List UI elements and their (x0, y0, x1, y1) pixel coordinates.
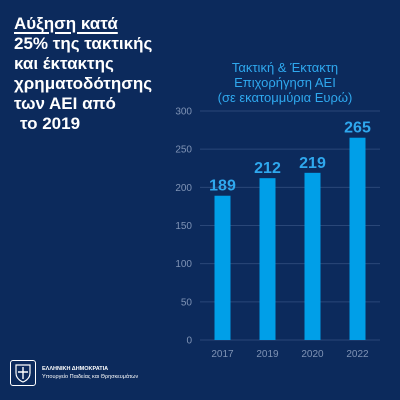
data-label: 212 (254, 160, 281, 177)
footer: ΕΛΛΗΝΙΚΗ ΔΗΜΟΚΡΑΤΙΑ Υπουργείο Παιδείας κ… (10, 358, 138, 388)
footer-text: ΕΛΛΗΝΙΚΗ ΔΗΜΟΚΡΑΤΙΑ Υπουργείο Παιδείας κ… (42, 365, 138, 381)
headline: Αύξηση κατά 25% της τακτικής και έκτακτη… (14, 14, 164, 134)
footer-org: ΕΛΛΗΝΙΚΗ ΔΗΜΟΚΡΑΤΙΑ (42, 366, 109, 372)
headline-line: 25% της τακτικής (14, 34, 153, 53)
y-tick-label: 150 (175, 221, 192, 232)
headline-line: Αύξηση κατά (14, 14, 118, 33)
y-tick-label: 200 (175, 183, 192, 194)
chart-title-line: Επιχορήγηση ΑΕΙ (234, 75, 336, 90)
headline-line: και έκτακτης (14, 54, 114, 73)
headline-line: το 2019 (20, 114, 81, 133)
footer-ministry: Υπουργείο Παιδείας και Θρησκευμάτων (42, 374, 139, 380)
x-tick-label: 2022 (346, 349, 369, 360)
data-label: 189 (209, 178, 236, 195)
y-tick-label: 300 (175, 107, 192, 118)
x-tick-label: 2017 (211, 349, 234, 360)
headline-line: των ΑΕΙ από (14, 94, 116, 113)
x-tick-label: 2020 (301, 349, 324, 360)
y-tick-label: 100 (175, 259, 192, 270)
bar (304, 172, 321, 340)
bar (259, 178, 276, 340)
bar (349, 137, 366, 340)
data-label: 219 (299, 155, 326, 172)
y-tick-label: 250 (175, 145, 192, 156)
greek-coat-of-arms-icon (10, 360, 36, 386)
chart-title: Τακτική & Έκτακτη Επιχορήγηση ΑΕΙ (σε εκ… (180, 60, 390, 105)
chart-title-line: (σε εκατομμύρια Ευρώ) (217, 90, 353, 105)
data-label: 265 (344, 120, 371, 137)
y-tick-label: 0 (186, 336, 192, 347)
chart-title-line: Τακτική & Έκτακτη (231, 60, 339, 75)
y-tick-label: 50 (181, 297, 193, 308)
x-tick-label: 2019 (256, 349, 279, 360)
headline-line: χρηματοδότησης (14, 74, 153, 93)
bar (214, 195, 231, 340)
